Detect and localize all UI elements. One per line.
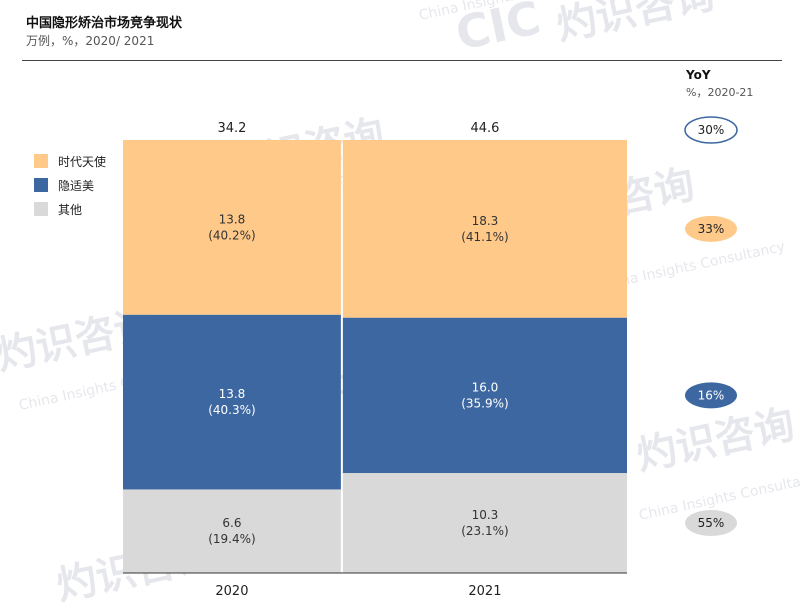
watermark-logo-0: CIC: [451, 0, 545, 61]
legend-item-shidai: 时代天使: [34, 149, 106, 173]
share-label-2021-2: (41.1%): [461, 230, 508, 244]
yoy-label-0: 55%: [698, 516, 725, 530]
legend-item-other: 其他: [34, 197, 106, 221]
value-label-2020-2: 13.8: [219, 212, 246, 226]
total-label-2021: 44.6: [470, 121, 499, 136]
watermark-cn-4: 灼识咨询: [633, 402, 799, 480]
yoy-label-1: 16%: [698, 388, 725, 402]
value-label-2021-2: 18.3: [472, 214, 499, 228]
legend-label-shidai: 时代天使: [58, 154, 107, 169]
bar-segment-2021-1: [342, 317, 627, 474]
watermark-cn-6: 灼识咨询: [553, 0, 719, 50]
legend: 时代天使 隐适美 其他: [34, 149, 106, 221]
bar-segment-2020-0: [123, 489, 341, 573]
chart-title: 中国隐形矫治市场竞争现状: [26, 16, 183, 31]
value-label-2020-1: 13.8: [219, 387, 246, 401]
legend-label-yinshimei: 隐适美: [58, 178, 95, 193]
legend-swatch-other: [34, 202, 48, 216]
share-label-2021-1: (35.9%): [461, 396, 508, 410]
legend-item-yinshimei: 隐适美: [34, 173, 106, 197]
bar-segment-2020-2: [123, 140, 341, 315]
yoy-subheader: %，2020-21: [686, 86, 754, 99]
share-label-2020-2: (40.2%): [208, 228, 255, 242]
yoy-pill-1: [685, 382, 737, 409]
value-label-2021-0: 10.3: [472, 508, 499, 522]
yoy-label-2: 33%: [698, 222, 725, 236]
legend-label-other: 其他: [58, 202, 83, 217]
value-label-2021-1: 16.0: [472, 380, 499, 394]
bar-segment-2021-0: [342, 473, 627, 573]
legend-swatch-shidai: [34, 154, 48, 168]
legend-swatch-yinshimei: [34, 178, 48, 192]
x-tick-2021: 2021: [468, 584, 501, 599]
bar-segment-2020-1: [123, 314, 341, 490]
chart-subtitle: 万例，%，2020/ 2021: [26, 34, 155, 48]
value-label-2020-0: 6.6: [222, 516, 241, 530]
total-label-2020: 34.2: [217, 121, 246, 136]
share-label-2021-0: (23.1%): [461, 524, 508, 538]
yoy-header: YoY: [686, 68, 711, 82]
yoy-total-label: 30%: [698, 123, 725, 137]
share-label-2020-0: (19.4%): [208, 532, 255, 546]
yoy-pill-2: [685, 215, 737, 242]
share-label-2020-1: (40.3%): [208, 403, 255, 417]
title-divider: [22, 60, 782, 61]
yoy-total-pill: [684, 116, 738, 144]
yoy-pill-0: [685, 510, 737, 537]
x-tick-2020: 2020: [215, 584, 248, 599]
bar-segment-2021-2: [342, 140, 627, 318]
